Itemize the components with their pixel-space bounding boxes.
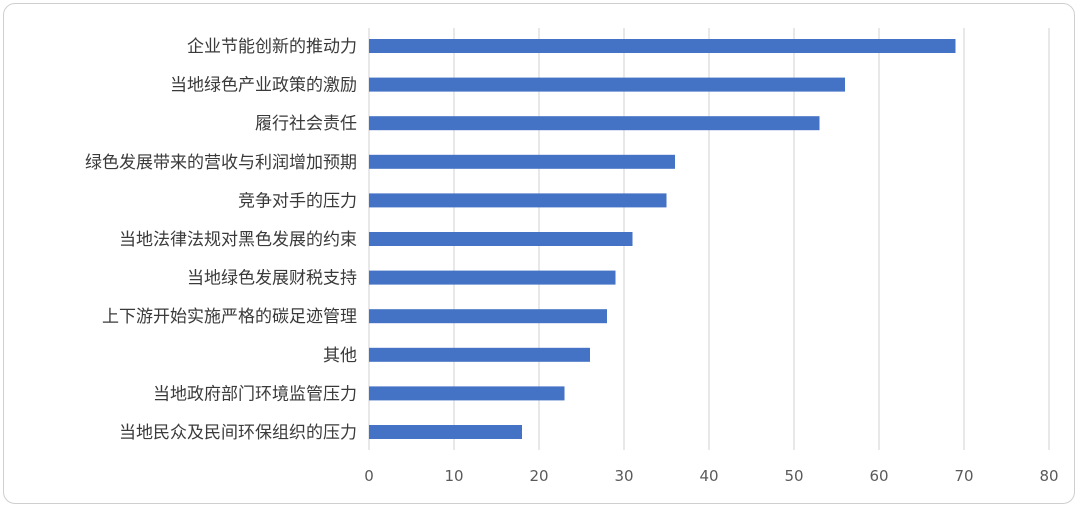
category-label: 当地法律法规对黑色发展的约束 bbox=[119, 230, 357, 250]
bar bbox=[369, 193, 667, 208]
category-label: 上下游开始实施严格的碳足迹管理 bbox=[102, 307, 357, 327]
x-tick-labels: 0 10 20 30 40 50 60 70 80 bbox=[364, 467, 1058, 485]
category-labels: 企业节能创新的推动力当地绿色产业政策的激励履行社会责任绿色发展带来的营收与利润增… bbox=[85, 37, 357, 443]
category-label: 当地民众及民间环保组织的压力 bbox=[119, 423, 357, 443]
category-label: 当地绿色产业政策的激励 bbox=[170, 76, 357, 96]
x-tick-label: 10 bbox=[444, 467, 463, 485]
bar bbox=[369, 154, 675, 169]
category-label: 履行社会责任 bbox=[255, 114, 357, 134]
bar bbox=[369, 77, 845, 92]
category-label: 其他 bbox=[323, 346, 357, 366]
category-label: 绿色发展带来的营收与利润增加预期 bbox=[85, 153, 357, 173]
x-tick-label: 30 bbox=[614, 467, 633, 485]
bar bbox=[369, 309, 607, 324]
x-tick-label: 70 bbox=[954, 467, 973, 485]
bar bbox=[369, 116, 820, 131]
x-tick-label: 40 bbox=[699, 467, 718, 485]
bar bbox=[369, 425, 522, 439]
bar bbox=[369, 232, 633, 246]
category-label: 竞争对手的压力 bbox=[238, 191, 357, 211]
bar bbox=[369, 270, 616, 285]
x-tick-label: 0 bbox=[364, 467, 374, 485]
x-tick-label: 20 bbox=[529, 467, 548, 485]
gridlines bbox=[368, 28, 1050, 450]
category-label: 当地绿色发展财税支持 bbox=[187, 269, 357, 289]
bar bbox=[369, 347, 590, 362]
bar bbox=[369, 39, 956, 53]
x-tick-label: 80 bbox=[1039, 467, 1058, 485]
x-tick-label: 60 bbox=[869, 467, 888, 485]
bar bbox=[369, 386, 565, 401]
category-label: 当地政府部门环境监管压力 bbox=[153, 384, 357, 404]
category-label: 企业节能创新的推动力 bbox=[187, 37, 357, 57]
x-tick-label: 50 bbox=[784, 467, 803, 485]
bars bbox=[369, 39, 956, 439]
